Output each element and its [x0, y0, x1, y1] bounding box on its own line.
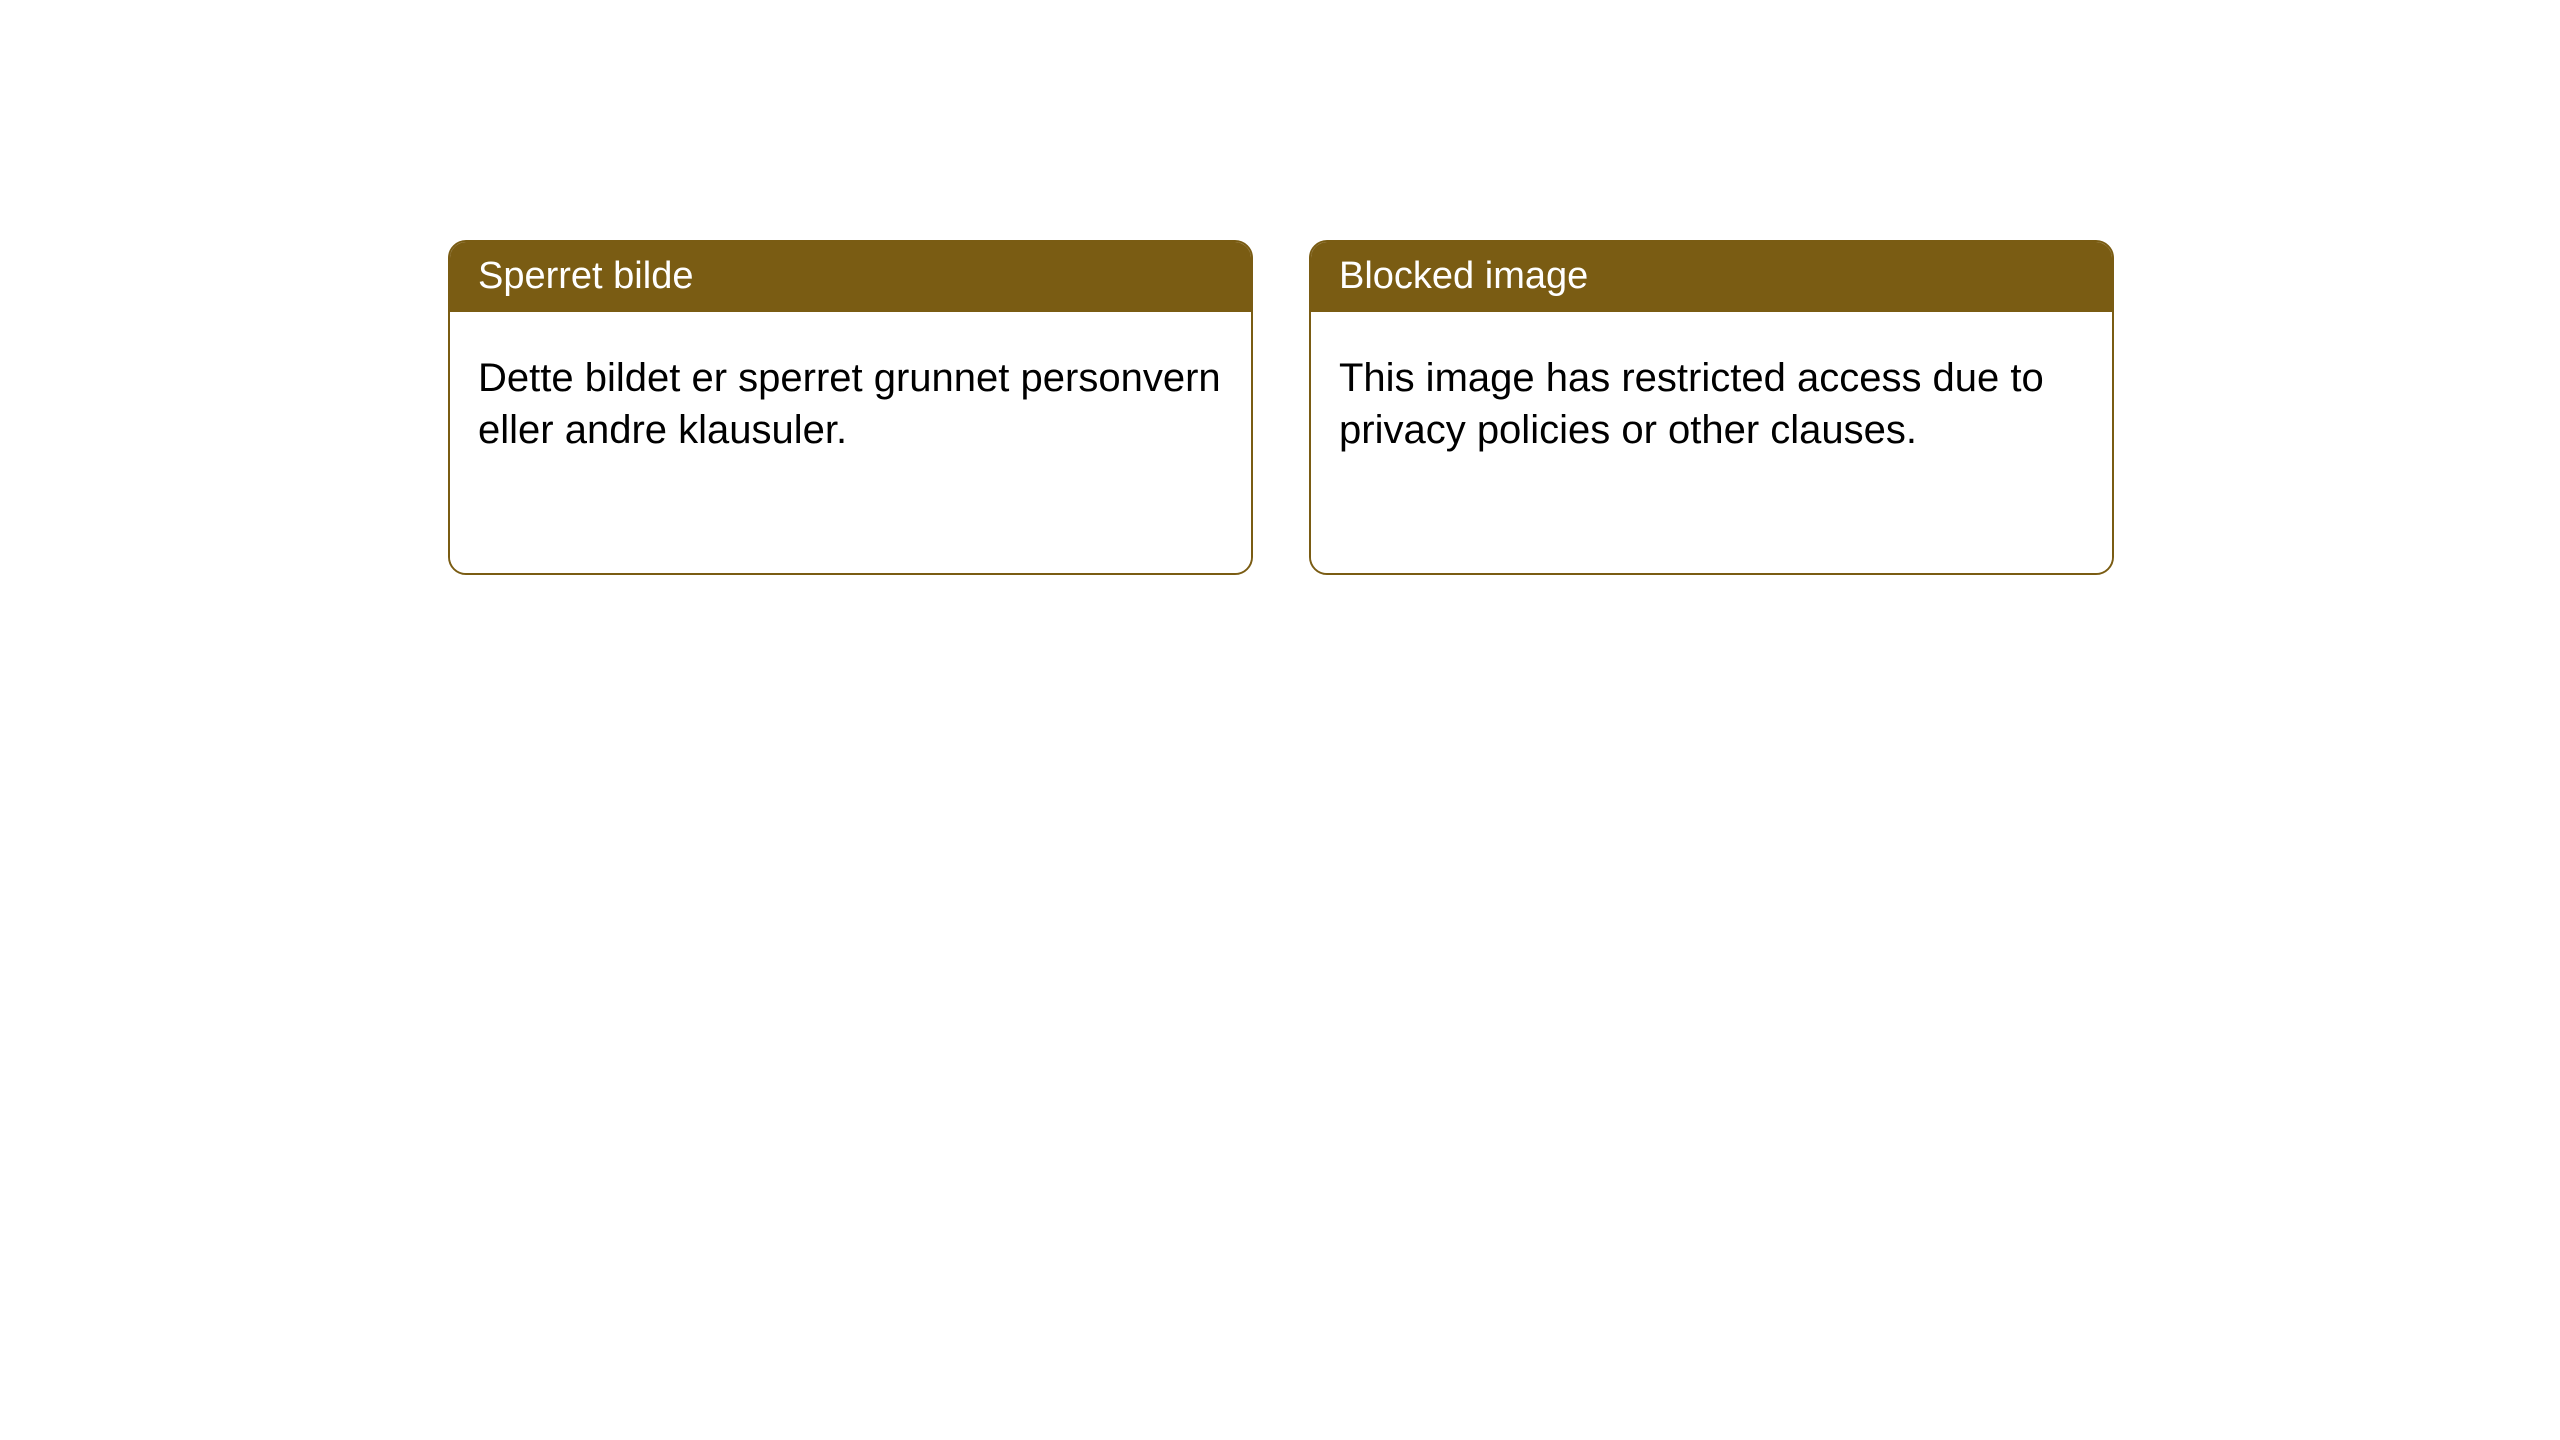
notice-container: Sperret bilde Dette bildet er sperret gr…: [0, 0, 2560, 575]
notice-box-norwegian: Sperret bilde Dette bildet er sperret gr…: [448, 240, 1253, 575]
notice-body: This image has restricted access due to …: [1311, 312, 2112, 573]
notice-title: Sperret bilde: [478, 255, 693, 297]
notice-header: Blocked image: [1311, 242, 2112, 312]
notice-box-english: Blocked image This image has restricted …: [1309, 240, 2114, 575]
notice-body-text: This image has restricted access due to …: [1339, 356, 2044, 452]
notice-body: Dette bildet er sperret grunnet personve…: [450, 312, 1251, 573]
notice-header: Sperret bilde: [450, 242, 1251, 312]
notice-body-text: Dette bildet er sperret grunnet personve…: [478, 356, 1221, 452]
notice-title: Blocked image: [1339, 255, 1588, 297]
